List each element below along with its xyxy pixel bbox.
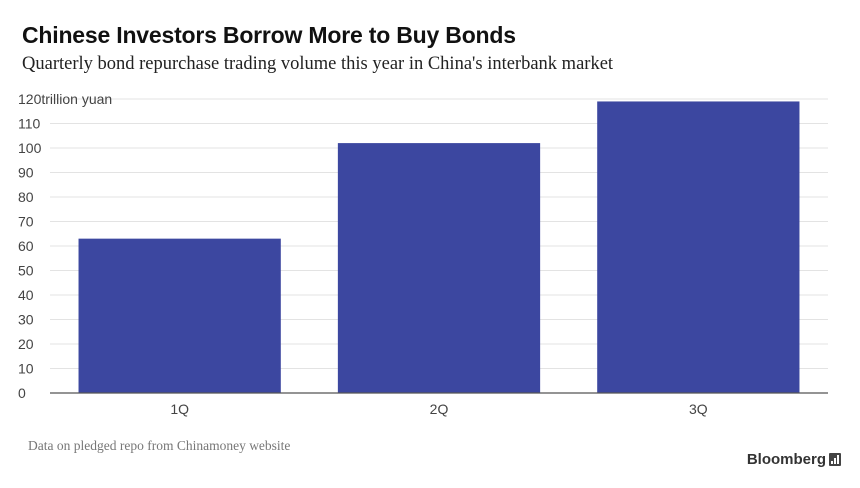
y-tick-label: 60	[18, 238, 34, 254]
bloomberg-terminal-icon	[829, 453, 841, 466]
y-tick-label: 40	[18, 287, 34, 303]
y-tick-label: 80	[18, 189, 34, 205]
x-tick-label: 1Q	[170, 401, 189, 417]
y-tick-label: 10	[18, 361, 34, 377]
source-note: Data on pledged repo from Chinamoney web…	[28, 438, 291, 453]
bar-chart: 0 10 20 30 40 50 60 70 80 90 100 110 120trillion yua…	[18, 91, 828, 417]
y-tick-label: 0	[18, 385, 26, 401]
x-tick-label: 2Q	[430, 401, 449, 417]
brand-logo: Bloomberg	[746, 451, 826, 468]
y-tick-label: 110	[18, 116, 41, 132]
bar-1q	[78, 238, 281, 393]
x-tick-label: 3Q	[689, 401, 708, 417]
chart-subtitle: Quarterly bond repurchase trading volume…	[22, 54, 614, 74]
y-tick-label: 30	[18, 312, 34, 328]
y-tick-label: 70	[18, 214, 34, 230]
y-tick-label: 20	[18, 336, 34, 352]
bars	[78, 101, 800, 393]
axes: 0 10 20 30 40 50 60 70 80 90 100 110 120trillion yua…	[18, 91, 828, 417]
y-tick-label: 90	[18, 165, 34, 181]
y-tick-label: 100	[18, 140, 42, 156]
bar-2q	[337, 143, 541, 393]
y-tick-label: 120trillion yuan	[18, 91, 112, 107]
bar-3q	[597, 101, 800, 393]
y-tick-label: 50	[18, 263, 34, 279]
chart-title: Chinese Investors Borrow More to Buy Bon…	[22, 22, 516, 48]
